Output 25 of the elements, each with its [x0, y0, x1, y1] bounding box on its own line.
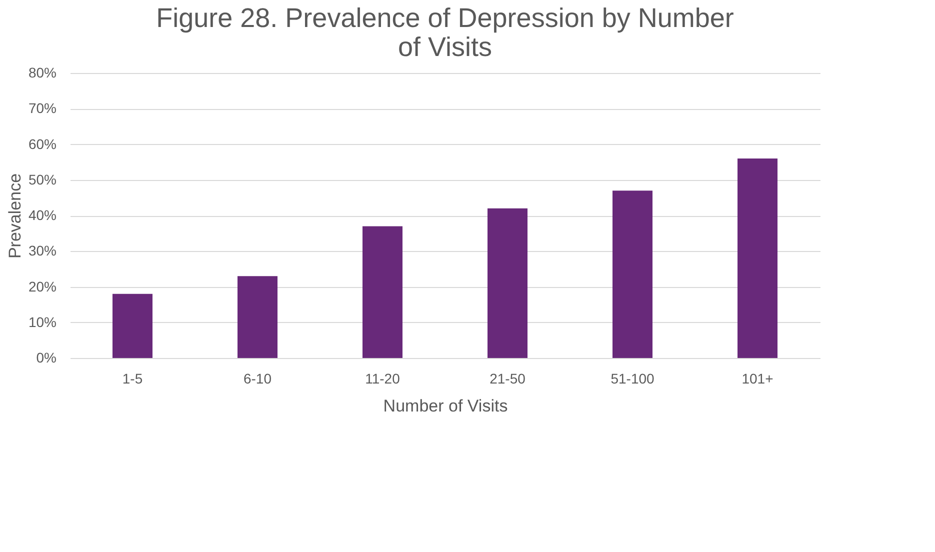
y-tick-label: 0% [36, 350, 56, 366]
bar [738, 158, 778, 358]
y-tick-label: 30% [28, 242, 56, 259]
bar [612, 190, 652, 358]
x-tick-label: 51-100 [610, 370, 655, 386]
y-tick-label: 10% [28, 314, 56, 330]
bar [112, 294, 152, 358]
y-tick-label: 50% [28, 171, 56, 188]
x-tick-label: 6-10 [243, 370, 272, 386]
text: Figure 28. Prevalence of Depression by Number [156, 3, 734, 33]
y-tick-label: 80% [28, 64, 56, 80]
x-tick-label: 101+ [742, 370, 774, 386]
y-axis-title: Prevalence [5, 173, 24, 259]
x-tick-label: 11-20 [365, 370, 400, 386]
y-tick-label: 20% [28, 278, 56, 294]
bar [488, 208, 528, 358]
bar [362, 226, 402, 358]
x-axis-title: Number of Visits [383, 396, 508, 416]
bar [238, 276, 278, 358]
x-tick-label: 21-50 [490, 370, 526, 386]
y-tick-label: 60% [28, 136, 56, 152]
y-tick-label: 70% [28, 100, 56, 116]
y-tick-label: 40% [28, 207, 56, 223]
text: of Visits [398, 32, 492, 62]
x-tick-label: 1-5 [122, 370, 143, 386]
